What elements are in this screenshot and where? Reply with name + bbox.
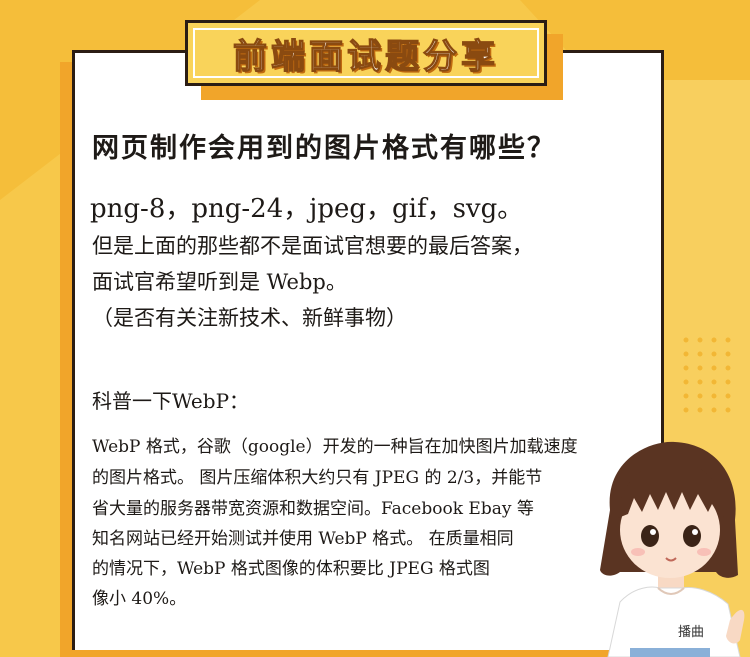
cartoon-girl-mascot: 播曲 [600, 441, 745, 657]
science-line: 知名网站已经开始测试并使用 WebP 格式。 在质量相同 [92, 529, 514, 549]
science-line: 省大量的服务器带宽资源和数据空间。Facebook Ebay 等 [92, 499, 534, 519]
answer-line: （是否有关注新技术、新鲜事物） [92, 306, 407, 330]
title-banner-inner-border [193, 28, 539, 78]
content-card [72, 50, 664, 650]
formats-line: png-8，png-24，jpeg，gif，svg。 [90, 194, 524, 224]
answer-line: 但是上面的那些都不是面试官想要的最后答案， [92, 234, 533, 258]
question-heading: 网页制作会用到的图片格式有哪些？ [92, 133, 556, 164]
mascot-shirt-text: 播曲 [678, 625, 704, 640]
science-heading: 科普一下WebP： [92, 389, 250, 413]
science-line: 的图片格式。 图片压缩体积大约只有 JPEG 的 2/3，并能节 [92, 468, 543, 488]
science-line: 像小 40%。 [92, 589, 187, 609]
page-title: 前端面试题分享 [232, 36, 499, 77]
title-banner [185, 20, 547, 86]
answer-line: 面试官希望听到是 Webp。 [92, 270, 347, 294]
science-line: WebP 格式，谷歌（google）开发的一种旨在加快图片加载速度 [92, 437, 578, 457]
science-line: 的情况下，WebP 格式图像的体积要比 JPEG 格式图 [92, 559, 490, 579]
